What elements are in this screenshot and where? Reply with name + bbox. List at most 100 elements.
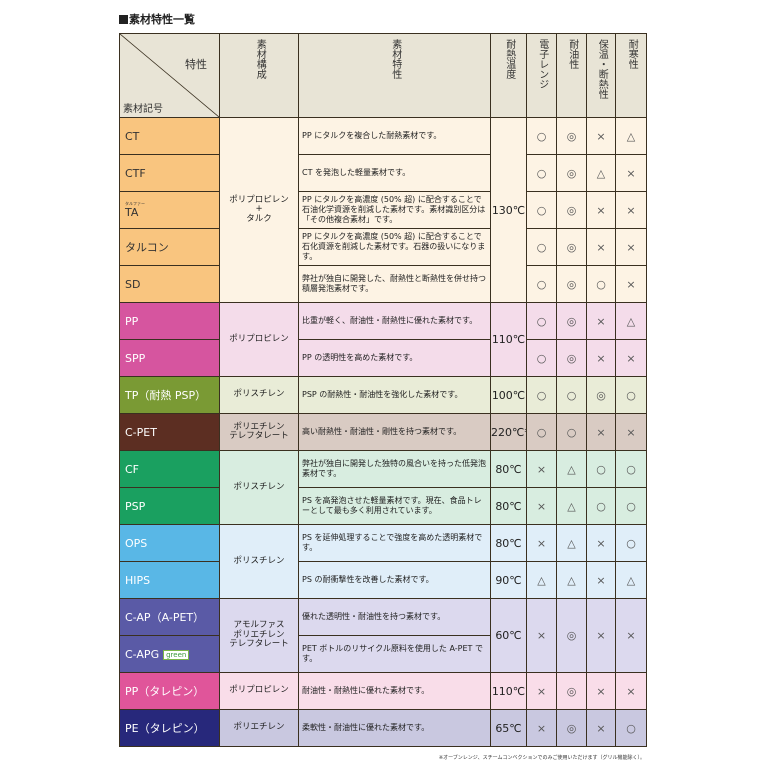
material-code: C-AP（A-PET） [119,598,220,636]
description: 柔軟性・耐油性に優れた素材です。 [298,709,491,747]
material-code-text: OPS [125,536,148,550]
rating-mark: ○ [586,450,616,488]
composition: ポリスチレン [219,450,299,525]
rating-mark: × [586,191,616,229]
material-code: PSP [119,487,220,525]
rating-mark: △ [556,561,587,599]
rating-mark: ◎ [556,117,587,155]
table-row: PSP PS を高発泡させた軽量素材です。現在、食品トレーとして最も多く利用されて… [119,487,647,525]
description: PET ボトルのリサイクル原料を使用した A-PET です。 [298,635,491,673]
description: 耐油性・耐熱性に優れた素材です。 [298,672,491,710]
heat-temperature: 110℃ [490,672,527,710]
rating-mark: △ [526,561,557,599]
rating-mark: ○ [526,154,557,192]
header-insulation: 保温・断熱性 [586,33,616,118]
rating-mark: × [526,487,557,525]
material-code: タルコン [119,228,220,266]
table-row: SPP PP の透明性を高めた素材です。 ○ ◎ × × [119,339,647,377]
material-code-text: タルコン [125,241,169,254]
material-code: SD [119,265,220,303]
page-title: 素材特性一覧 [119,11,195,27]
table-row: HIPS PS の耐衝撃性を改善した素材です。 90℃ △ △ × △ [119,561,647,599]
material-code: HIPS [119,561,220,599]
material-code: C-PET [119,413,220,451]
composition-line: ポリスチレン [233,389,285,400]
rating-mark: ◎ [586,376,616,414]
table-row: PP ポリプロピレン 比重が軽く、耐油性・耐熱性に優れた素材です。 110℃ ○ ◎ × △ [119,302,647,377]
rating-mark: × [586,413,616,451]
description: PS を高発泡させた軽量素材です。現在、食品トレーとして最も多く利用されています… [298,487,491,525]
rating-mark: × [586,339,616,377]
material-code: SPP [119,339,220,377]
material-code: CF [119,450,220,488]
rating-mark: ◎ [556,191,587,229]
composition-line: ポリエチレン [233,722,285,733]
material-code-text: TA [125,205,139,219]
rating-mark: × [615,598,647,673]
material-code-text: PP [125,314,139,328]
material-code: OPS [119,524,220,562]
table-row: C-PET ポリエチレン テレフタレート 高い耐熱性・耐油性・剛性を持つ素材です。 22… [119,413,647,451]
table-row: PE（タレピン） ポリエチレン 柔軟性・耐油性に優れた素材です。 65℃ × ◎ × ○ [119,709,647,747]
composition-line: ポリプロピレン [229,333,289,344]
material-code-text: PE（タレピン） [125,722,205,735]
table-row: タルファー TA PP にタルクを高濃度 (50% 超) に配合することで石油化学資… [119,191,647,229]
rating-mark: ◎ [556,302,587,340]
heat-temperature: 65℃ [490,709,527,747]
green-badge: green [163,649,190,660]
heat-temperature: 80℃ [490,524,527,562]
description: PP にタルクを高濃度 (50% 超) に配合することで石油化学資源を削減した素… [298,191,491,229]
rating-mark: × [586,672,616,710]
header-microwave: 電子レンジ [526,33,557,118]
material-code: CT [119,117,220,155]
footnote: ※オーブンレンジ、スチームコンベクションでのみご使用いただけます（グリル機能除く… [438,755,645,761]
material-code-text: CF [125,462,140,476]
rating-mark: ○ [526,228,557,266]
description: CT を発泡した軽量素材です。 [298,154,491,192]
description: PSP の耐熱性・耐油性を強化した素材です。 [298,376,491,414]
composition: ポリプロピレン [219,672,299,710]
rating-mark: ○ [526,413,557,451]
table-row: C-AP（A-PET） アモルファス ポリエチレン テレフタレート 優れた透明性・耐油性… [119,598,647,673]
heat-temperature: 80℃ [490,487,527,525]
material-code-text: TP（耐熱 PSP） [125,389,207,402]
material-code-text: SPP [125,351,146,365]
description: PP の透明性を高めた素材です。 [298,339,491,377]
composition: ポリエチレン [219,709,299,747]
header-characteristics: 素材特性 [298,33,491,118]
table-row: OPS ポリスチレン PS を延伸処理することで強度を高めた透明素材です。 80℃ × △… [119,524,647,599]
material-code-text: CTF [125,166,146,180]
rating-mark: △ [586,154,616,192]
composition-line: ポリプロピレン [229,685,289,696]
rating-mark: × [526,450,557,488]
rating-mark: ◎ [556,154,587,192]
description: 高い耐熱性・耐油性・剛性を持つ素材です。 [298,413,491,451]
heat-temperature: 80℃ [490,450,527,488]
rating-mark: × [586,561,616,599]
rating-mark: ○ [556,413,587,451]
rating-mark: ◎ [556,228,587,266]
rating-mark: ○ [556,376,587,414]
material-ruby: タルファー [125,200,145,206]
description: 優れた透明性・耐油性を持つ素材です。 [298,598,491,636]
rating-mark: × [526,672,557,710]
rating-mark: ○ [526,117,557,155]
rating-mark: × [615,672,647,710]
rating-mark: × [615,413,647,451]
composition-line: ポリスチレン [233,555,285,566]
table-row: SD 弊社が独自に開発した、耐熱性と断熱性を併せ持つ積層発泡素材です。 ○ ◎ ○ × [119,265,647,303]
description: PP にタルクを複合した耐熱素材です。 [298,117,491,155]
rating-mark: × [586,117,616,155]
composition: ポリスチレン [219,376,299,414]
rating-mark: × [615,228,647,266]
composition-line: + [255,204,263,215]
material-code: CTF [119,154,220,192]
rating-mark: ○ [526,302,557,340]
rating-mark: × [615,265,647,303]
rating-mark: × [526,709,557,747]
composition-line: ポリエチレン [233,421,285,432]
heat-temperature: 60℃ [490,598,527,673]
rating-mark: ○ [615,450,647,488]
rating-mark: × [615,154,647,192]
rating-mark: ○ [526,265,557,303]
